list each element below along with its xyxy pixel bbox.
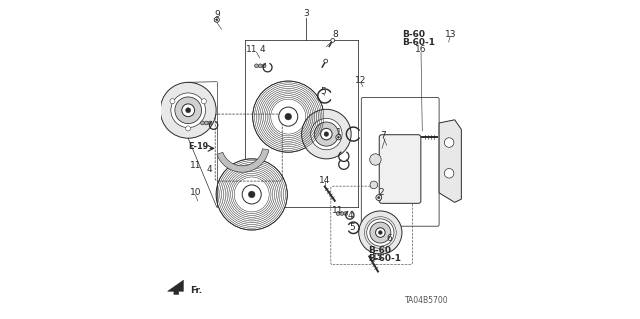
Text: 1: 1: [335, 128, 341, 137]
Circle shape: [253, 81, 324, 152]
Circle shape: [367, 219, 394, 246]
Circle shape: [214, 17, 220, 22]
Circle shape: [370, 154, 381, 165]
Polygon shape: [439, 120, 461, 202]
Circle shape: [248, 191, 255, 198]
Text: 15: 15: [372, 254, 383, 263]
Circle shape: [359, 211, 402, 254]
Circle shape: [216, 159, 287, 230]
Circle shape: [444, 168, 454, 178]
Text: 13: 13: [444, 30, 456, 39]
Text: 5: 5: [320, 87, 326, 96]
Circle shape: [444, 138, 454, 147]
Text: 6: 6: [387, 234, 392, 243]
Circle shape: [314, 122, 339, 146]
Circle shape: [160, 82, 216, 138]
Circle shape: [170, 99, 175, 104]
Text: 5: 5: [349, 223, 355, 232]
Circle shape: [259, 64, 262, 68]
Text: 3: 3: [303, 9, 308, 18]
Text: 9: 9: [214, 11, 220, 19]
Polygon shape: [168, 280, 184, 294]
Circle shape: [175, 97, 202, 123]
Circle shape: [310, 118, 342, 150]
Circle shape: [301, 109, 351, 159]
Circle shape: [336, 135, 341, 140]
Circle shape: [186, 108, 191, 113]
FancyBboxPatch shape: [380, 135, 421, 203]
Circle shape: [204, 121, 208, 125]
Polygon shape: [217, 149, 269, 172]
Circle shape: [285, 113, 292, 120]
Text: 11: 11: [246, 45, 257, 55]
Circle shape: [216, 19, 218, 21]
Circle shape: [344, 211, 348, 215]
Circle shape: [331, 39, 335, 42]
Circle shape: [202, 99, 207, 104]
Text: B-60: B-60: [402, 30, 425, 39]
Circle shape: [376, 228, 385, 237]
Text: B-60-1: B-60-1: [368, 254, 401, 263]
Text: B-60-1: B-60-1: [402, 38, 435, 47]
Text: E-19: E-19: [189, 142, 209, 151]
Text: 11: 11: [332, 206, 344, 215]
Circle shape: [378, 231, 382, 234]
Circle shape: [186, 126, 191, 131]
Circle shape: [370, 181, 378, 189]
Circle shape: [262, 64, 266, 68]
Circle shape: [370, 222, 391, 243]
Circle shape: [340, 211, 344, 215]
Circle shape: [200, 121, 204, 125]
Text: 2: 2: [378, 188, 384, 197]
Text: 8: 8: [332, 31, 338, 40]
Text: 16: 16: [415, 45, 427, 55]
Text: 10: 10: [189, 188, 201, 197]
Circle shape: [278, 107, 298, 126]
Circle shape: [242, 185, 261, 204]
Text: 14: 14: [319, 176, 330, 185]
Circle shape: [208, 121, 212, 125]
Circle shape: [171, 93, 205, 128]
Circle shape: [321, 128, 332, 140]
Text: 7: 7: [381, 131, 387, 140]
Text: 4: 4: [348, 211, 354, 219]
Circle shape: [324, 59, 328, 63]
Circle shape: [255, 64, 259, 68]
Text: 4: 4: [260, 45, 266, 55]
Text: 12: 12: [355, 76, 366, 85]
Circle shape: [376, 195, 381, 200]
Text: 4: 4: [207, 165, 212, 174]
Circle shape: [182, 104, 195, 117]
Text: TA04B5700: TA04B5700: [404, 296, 448, 305]
Text: 11: 11: [190, 161, 202, 170]
Circle shape: [324, 132, 328, 137]
Text: B-60: B-60: [368, 246, 391, 255]
Circle shape: [337, 136, 339, 138]
Circle shape: [378, 197, 380, 199]
Text: Fr.: Fr.: [190, 286, 202, 295]
Circle shape: [336, 211, 340, 215]
